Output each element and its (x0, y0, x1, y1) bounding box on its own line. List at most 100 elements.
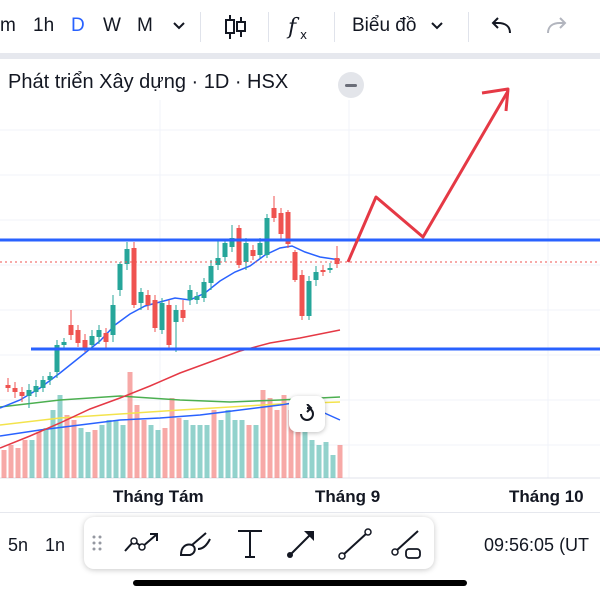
candle-body (5, 385, 11, 388)
candle-body (124, 249, 130, 264)
candlestick-icon[interactable] (222, 13, 248, 41)
candle-body (47, 376, 53, 380)
volume-bar (267, 398, 273, 478)
volume-ma-green (0, 395, 341, 408)
candle-body (89, 336, 95, 345)
volume-bar (15, 448, 21, 478)
drag-handle-icon[interactable] (90, 525, 126, 561)
volume-bar (337, 445, 343, 478)
candle-body (110, 305, 116, 335)
projection-arrowhead (481, 87, 510, 112)
range-1d[interactable]: 1n (45, 535, 66, 555)
volume-bar (246, 425, 252, 478)
candle-body (201, 282, 207, 298)
candle-body (208, 266, 214, 283)
time-axis-label: Tháng 10 (509, 487, 584, 506)
volume-bar (309, 440, 315, 478)
volume-bar (190, 425, 196, 478)
reset-chart-button[interactable] (289, 396, 325, 432)
interval-day[interactable]: D (71, 15, 85, 36)
candle-body (215, 258, 221, 265)
volume-bar (57, 395, 63, 478)
volume-bars (1, 372, 343, 478)
volume-bar (316, 445, 322, 478)
candle-body (19, 392, 25, 396)
interval-1h[interactable]: 1h (33, 15, 55, 36)
volume-bar (155, 430, 161, 478)
candle-body (306, 281, 312, 316)
interval-week[interactable]: W (103, 15, 121, 36)
candle-body (138, 292, 144, 303)
volume-bar (295, 420, 301, 478)
volume-bar (134, 405, 140, 478)
ma-slow-line (0, 329, 341, 449)
time-axis-label: Tháng Tám (113, 487, 204, 506)
candle-body (145, 295, 151, 305)
range-5d[interactable]: 5n (8, 535, 29, 555)
candle-body (12, 388, 18, 392)
volume-bar (127, 372, 133, 478)
svg-text:x: x (300, 28, 307, 42)
volume-bar (281, 395, 287, 478)
candle-body (61, 342, 67, 345)
candle-body (334, 258, 340, 264)
candle-body (96, 330, 102, 337)
volume-bar (260, 390, 266, 478)
volume-bar (253, 425, 259, 478)
volume-bar (141, 420, 147, 478)
volume-bar (274, 410, 280, 478)
candle-body (257, 243, 263, 255)
volume-bar (302, 412, 308, 478)
volume-bar (71, 420, 77, 478)
toolbar-divider (268, 12, 269, 42)
candle-body (194, 296, 200, 300)
line-tool-icon[interactable] (336, 525, 372, 561)
candle-body (313, 272, 319, 280)
volume-bar (239, 420, 245, 478)
indicators-fx-icon[interactable]: f x (286, 12, 314, 42)
interval-minute[interactable]: m (0, 15, 16, 36)
volume-bar (323, 442, 329, 478)
toolbar-divider (334, 12, 335, 42)
redo-icon[interactable] (544, 15, 568, 39)
chart-type-dropdown[interactable]: Biểu đồ (352, 15, 417, 36)
symbol-title[interactable]: Phát triển Xây dựng · 1D · HSX (8, 71, 289, 93)
volume-bar (211, 410, 217, 478)
chevron-down-icon[interactable] (171, 18, 187, 34)
volume-bar (64, 415, 70, 478)
volume-ma-yellow (0, 401, 341, 426)
chevron-down-icon[interactable] (429, 18, 445, 34)
volume-bar (288, 410, 294, 478)
candle-body (278, 213, 284, 234)
volume-bar (330, 455, 336, 478)
undo-icon[interactable] (490, 15, 514, 39)
interval-month[interactable]: M (137, 15, 153, 36)
volume-bar (106, 420, 112, 478)
ray-tool-icon[interactable] (388, 525, 424, 561)
volume-bar (22, 440, 28, 478)
volume-bar (232, 420, 238, 478)
candle-body (26, 390, 32, 396)
candle-body (152, 300, 158, 328)
home-indicator (133, 580, 467, 586)
arrow-tool-icon[interactable] (282, 525, 318, 561)
reset-chart-icon (300, 404, 314, 421)
text-tool-icon[interactable] (232, 525, 268, 561)
volume-bar (1, 450, 7, 478)
candle-body (271, 208, 277, 218)
candle-body (173, 310, 179, 322)
collapse-legend-button[interactable] (338, 72, 364, 98)
candle-body (299, 275, 305, 316)
trend-line-tool-icon[interactable] (122, 525, 158, 561)
toolbar-separator (0, 53, 600, 59)
candle-body (243, 243, 249, 262)
brush-tool-icon[interactable] (176, 525, 212, 561)
candle-body (320, 270, 326, 272)
toolbar-divider (200, 12, 201, 42)
volume-bar (78, 428, 84, 478)
price-chart[interactable] (0, 0, 600, 512)
candle-body (33, 386, 39, 392)
volume-bar (225, 410, 231, 478)
toolbar-divider (468, 12, 469, 42)
minus-icon (345, 84, 357, 87)
